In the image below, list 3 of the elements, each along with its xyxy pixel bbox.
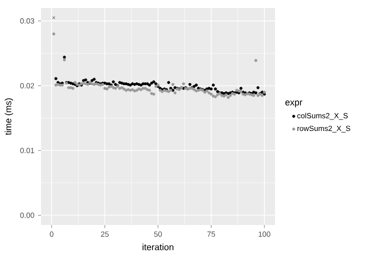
y-axis-title: time (ms) <box>4 98 14 136</box>
legend-title: expr <box>285 100 302 108</box>
x-axis-title: iteration <box>142 244 174 250</box>
